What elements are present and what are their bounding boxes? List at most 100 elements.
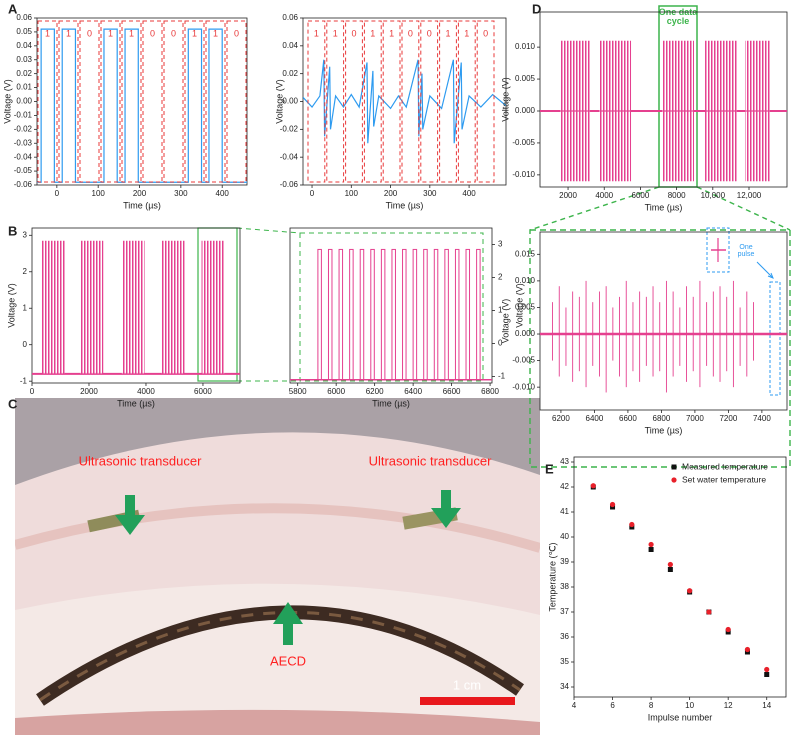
plot-frame xyxy=(573,456,787,698)
arrow xyxy=(431,490,461,528)
y-tick-label: 2 xyxy=(498,273,503,282)
x-tick-label: 6200 xyxy=(552,414,570,423)
y-tick-label: 0 xyxy=(23,340,28,349)
bit-box xyxy=(163,20,184,183)
bit-label: 1 xyxy=(213,28,218,38)
scale-bar xyxy=(420,697,515,705)
bit-box xyxy=(345,20,363,183)
burst xyxy=(661,40,694,182)
x-tick-label: 5800 xyxy=(289,387,307,396)
x-tick-label: 200 xyxy=(384,189,398,198)
bit-label: 0 xyxy=(234,28,239,38)
zoom-line xyxy=(696,186,791,231)
pulse xyxy=(444,248,449,381)
annotation: One pulse xyxy=(737,244,755,259)
y-axis-title: Voltage (V) xyxy=(274,79,284,124)
y-tick-label: 40 xyxy=(560,532,569,541)
burst xyxy=(41,240,65,374)
x-tick-label: 8 xyxy=(649,701,654,710)
arrow xyxy=(273,602,303,645)
y-tick-label: -0.04 xyxy=(280,152,299,161)
x-tick-label: 6 xyxy=(610,701,615,710)
point xyxy=(744,646,751,653)
bit-box xyxy=(382,20,401,183)
y-tick-label: 0.02 xyxy=(16,69,32,78)
bit-label: 1 xyxy=(389,28,394,38)
x-axis-title: Time (µs) xyxy=(645,202,683,212)
burst xyxy=(598,40,632,182)
pulse-inset xyxy=(706,227,781,396)
x-tick-label: 6000 xyxy=(327,387,345,396)
x-tick-label: 7000 xyxy=(686,414,704,423)
pulse xyxy=(476,248,481,381)
y-tick-label: 3 xyxy=(23,230,28,239)
marks xyxy=(290,248,492,381)
y-tick-label: -0.01 xyxy=(14,111,33,120)
chart: E 4 6 8 10 12 14 34 35 36 37 38 39 40 41 42 43 Impulse nu… xyxy=(545,456,787,722)
x-tick-label: 7200 xyxy=(719,414,737,423)
point xyxy=(764,666,770,673)
y-tick-label: 42 xyxy=(560,482,569,491)
bit-box xyxy=(226,20,247,183)
y-axis-title: Temperature (℃) xyxy=(547,542,557,611)
y-tick-label: 0.06 xyxy=(16,13,32,22)
y-tick-label: 41 xyxy=(560,507,569,516)
x-tick-label: 300 xyxy=(423,189,437,198)
y-tick-label: 0.04 xyxy=(16,41,32,50)
marks xyxy=(540,280,787,393)
bit-label: 1 xyxy=(314,28,319,38)
y-tick-label: -0.05 xyxy=(14,166,33,175)
y-tick-label: -0.03 xyxy=(14,138,33,147)
x-tick-label: 100 xyxy=(345,189,359,198)
pulse xyxy=(402,248,407,381)
panel-label: D xyxy=(532,1,541,16)
x-tick-label: 2000 xyxy=(80,387,98,396)
pulse xyxy=(317,248,322,381)
y-axis-title: Voltage (V) xyxy=(2,79,12,124)
x-tick-label: 0 xyxy=(55,189,60,198)
y-tick-label: -0.005 xyxy=(512,356,535,365)
bit-label: 1 xyxy=(192,28,197,38)
y-axis-title: Voltage (V) xyxy=(6,283,16,328)
x-tick-label: 14 xyxy=(762,701,771,710)
bit-label: 1 xyxy=(333,28,338,38)
y-tick-label: 1 xyxy=(23,303,28,312)
bit-label: 1 xyxy=(108,28,113,38)
photo: Ultrasonic transducer Ultrasonic transdu… xyxy=(15,398,540,735)
bit-label: 0 xyxy=(427,28,432,38)
point xyxy=(648,547,654,552)
annotation: Ultrasonic transducer xyxy=(369,453,492,468)
bit-label: 1 xyxy=(370,28,375,38)
legend: Measured temperature Set water temperatur… xyxy=(671,461,768,484)
y-tick-label: 0.00 xyxy=(16,97,32,106)
x-tick-label: 300 xyxy=(174,189,188,198)
y-tick-label: 38 xyxy=(560,582,569,591)
bit-box xyxy=(326,20,345,183)
zoom-line xyxy=(529,186,660,231)
tissue xyxy=(15,709,540,735)
bit-label: 0 xyxy=(150,28,155,38)
x-axis-title: Time (µs) xyxy=(117,398,155,408)
bit-box xyxy=(476,20,495,183)
y-tick-label: 39 xyxy=(560,557,569,566)
y-tick-label: 0.05 xyxy=(16,27,32,36)
x-tick-label: 6000 xyxy=(194,387,212,396)
bit-box xyxy=(420,20,439,183)
x-axis-title: Time (µs) xyxy=(372,398,410,408)
chart: 5800 6000 6200 6400 6600 6800 -1 0 1 2 3 Time (µs) V… xyxy=(289,227,524,408)
scale-bar-label: 1 cm xyxy=(453,677,481,692)
y-tick-label: 0.000 xyxy=(515,106,536,115)
x-axis-title: Time (µs) xyxy=(645,425,683,435)
pulse xyxy=(359,248,365,381)
bit-label: 0 xyxy=(171,28,176,38)
burst xyxy=(201,240,225,374)
y-tick-label: 0.015 xyxy=(515,249,536,258)
x-tick-label: 400 xyxy=(462,189,476,198)
chart: A0 100 200 300 4000.060.050.040.030.020.010.… xyxy=(2,1,248,210)
x-tick-label: 6600 xyxy=(619,414,637,423)
point xyxy=(629,521,635,528)
marks xyxy=(540,40,787,182)
inset-arrow xyxy=(767,272,774,279)
burst xyxy=(121,240,145,374)
zoom-box xyxy=(299,232,484,382)
